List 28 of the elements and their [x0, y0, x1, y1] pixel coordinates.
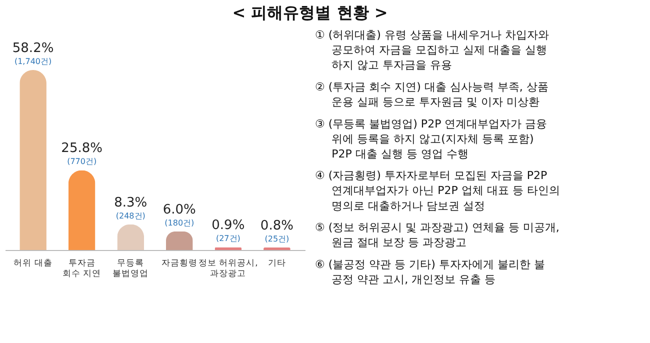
x-tick-label: 무등록 불법영업 — [112, 258, 149, 279]
bar — [20, 70, 46, 250]
annotation: (25건) — [264, 234, 290, 244]
x-tick-label: 투자금 회수 지연 — [62, 258, 102, 279]
annotation: (770건) — [67, 157, 97, 166]
annotation: (248건) — [116, 211, 146, 220]
chart-title: < 피해유형별 현황 > — [232, 3, 388, 22]
text: ② (투자금 회수 지연) 대출 심사능력 부족, 상품 운용 실패 등으로 투자원금 및 이자 미상환 — [315, 80, 548, 108]
bar — [166, 231, 193, 250]
text: ① (허위대출) 유령 상품을 내세우거나 차입자와 공모하여 자금을 모집하고 실제 대출을 실행 하지 않고 투자금을 유용 — [315, 28, 549, 72]
data-label: 25.8% — [61, 141, 102, 156]
x-tick-label: 자금횡령 — [161, 258, 198, 268]
bar — [68, 170, 96, 250]
text: ③ (무등록 불법영업) P2P 연계대부업자가 금융 위에 등록을 하지 않고(지자체 등록 포함) P2P 대출 실행 등 영업 수행 — [315, 117, 548, 160]
x-tick-label: 정보 허위공시, 과장광고 — [198, 258, 258, 279]
annotation: (27건) — [216, 234, 240, 244]
data-label: 6.0% — [162, 202, 196, 218]
text: ④ (자금횡령) 투자자로부터 모집된 자금을 P2P 연계대부업자가 아닌 P2P 업체 대표 등 타인의 명의로 대출하거나 담보권 설정 — [315, 169, 560, 212]
annotation: (1,740건) — [14, 57, 52, 66]
x-tick-label: 기타 — [268, 258, 286, 268]
x-tick-label: 허위 대출 — [14, 258, 52, 268]
text: ⑥ (불공정 약관 등 기타) 투자자에게 불리한 불 공정 약관 고시, 개인정보 유출 등 — [315, 258, 545, 286]
data-label: 0.9% — [212, 218, 245, 234]
text: ⑤ (정보 허위공시 및 과장광고) 연체율 등 미공개, 원금 절대 보장 등 과장광고 — [315, 221, 560, 250]
data-label: 58.2% — [12, 41, 54, 56]
data-label: 8.3% — [114, 195, 148, 210]
data-label: 0.8% — [260, 218, 294, 234]
annotation: (180건) — [164, 218, 194, 228]
